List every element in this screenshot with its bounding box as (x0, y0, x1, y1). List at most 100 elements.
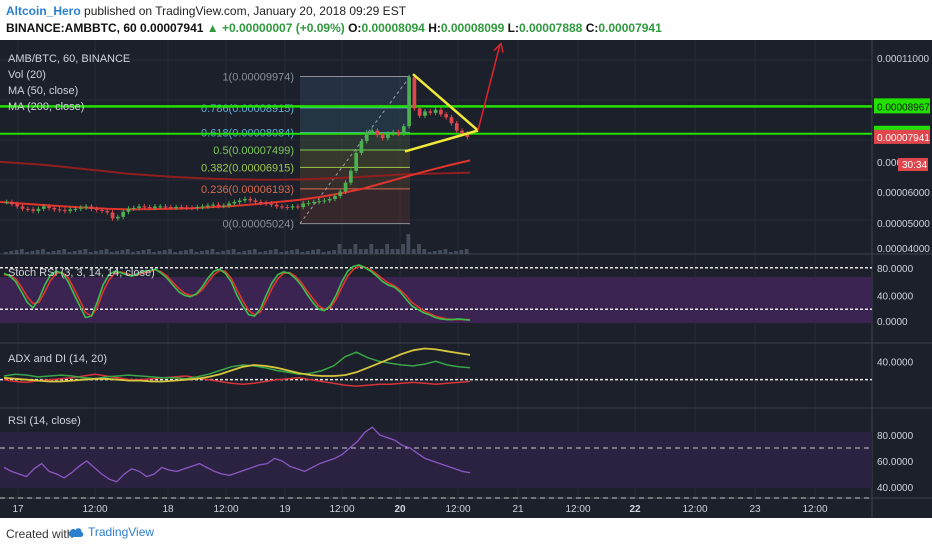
volume-bar (337, 244, 342, 254)
volume-bar (157, 251, 162, 254)
volume-bar (30, 251, 35, 254)
time-axis-label: 17 (12, 504, 24, 515)
candle-body (190, 207, 194, 209)
ohlc-line: BINANCE:AMBBTC, 60 0.00007941 ▲ +0.00000… (6, 21, 662, 35)
volume-bar (19, 249, 24, 254)
adx-lines (0, 347, 872, 387)
volume-bar (321, 252, 326, 254)
candle-body (221, 205, 226, 207)
candle-body (94, 208, 99, 211)
candle-body (142, 206, 147, 208)
candle-body (31, 209, 35, 211)
open-value: 0.00008094 (361, 21, 425, 35)
volume-bar (35, 250, 40, 254)
volume-bar (284, 251, 289, 254)
volume-bar (454, 251, 458, 254)
candle-body (184, 207, 189, 209)
volume-bar (115, 251, 119, 254)
volume-bar (385, 244, 390, 254)
time-axis-label: 20 (394, 504, 406, 515)
fib-zone (300, 107, 410, 133)
volume-bar (41, 249, 45, 254)
triangle-lower-line[interactable] (404, 129, 479, 153)
fib-level-label: 0.5(0.00007499) (213, 145, 294, 157)
price-axis-label: 0.00008967 (877, 102, 930, 113)
volume-bar (237, 252, 241, 254)
volume-bar (184, 250, 188, 254)
fib-level-label: 0.382(0.00006915) (201, 162, 294, 174)
author-link[interactable]: Altcoin_Hero (6, 4, 81, 18)
fib-zone (300, 188, 410, 224)
candle-body (216, 204, 221, 206)
candle-body (407, 77, 411, 127)
candle-body (306, 202, 311, 204)
volume-bar (327, 251, 331, 254)
candle-body (195, 207, 200, 209)
volume-bar (9, 251, 14, 254)
rsi-axis-label: 80.0000 (877, 431, 914, 442)
volume-bar (221, 251, 225, 254)
volume-bar (300, 252, 305, 254)
price-axis-label: 0.00006000 (877, 188, 930, 199)
tradingview-brand[interactable]: TradingView (68, 525, 154, 539)
candle-body (417, 108, 422, 116)
moving-averages (0, 159, 471, 211)
stoch-title: Stoch RSI (3, 3, 14, 14, close) (8, 267, 155, 279)
candle-body (63, 210, 67, 212)
footer: Created with TradingView (0, 518, 932, 550)
volume-bar (56, 250, 61, 254)
chart-svg[interactable]: 1(0.00009974)0.786(0.00008915)0.618(0.00… (0, 40, 932, 518)
candle-body (269, 203, 274, 205)
volume-bar (342, 249, 347, 254)
volume-bar (459, 250, 464, 254)
time-axis-label: 23 (749, 504, 761, 515)
drawings[interactable] (404, 42, 504, 153)
ma50-line (0, 159, 471, 211)
countdown-label: 30:34 (902, 160, 927, 171)
time-axis-label: 22 (629, 504, 641, 515)
adx-line (3, 347, 471, 383)
volume-bar (199, 251, 204, 254)
volume-bar (268, 250, 273, 254)
volume-bar (162, 250, 167, 254)
candle-body (343, 182, 348, 192)
volume-bar (46, 252, 51, 254)
candle-body (396, 132, 401, 134)
candle-body (232, 201, 237, 204)
volume-bar (141, 250, 146, 254)
volume-bar (205, 250, 210, 254)
adx-axis-label: 40.0000 (877, 357, 914, 368)
candle-body (380, 135, 385, 139)
volume-bar (279, 252, 284, 254)
horizontal-levels[interactable] (0, 105, 872, 135)
candle-body (465, 133, 470, 137)
axis-background (872, 40, 932, 518)
chart-area[interactable]: 1(0.00009974) 0.786(0.00008915) 0.618(0.00… (0, 40, 932, 518)
volume-bar (4, 252, 8, 254)
last-price: 0.00007941 (140, 21, 204, 35)
volume-bar (131, 252, 135, 254)
volume-bar (99, 250, 104, 254)
volume-bar (83, 249, 88, 254)
candle-body (460, 130, 464, 134)
candle-body (391, 132, 396, 134)
volume-bar (448, 252, 453, 254)
candle-body (20, 206, 25, 209)
candle-body (296, 206, 300, 208)
candle-body (237, 200, 242, 202)
breakout-arrow[interactable] (477, 44, 501, 131)
volume-bar (78, 250, 82, 254)
di-plus-line (3, 351, 471, 380)
candle-body (52, 207, 57, 210)
arrow-head-icon (493, 42, 504, 53)
volume-bar (358, 249, 363, 254)
candle-body (41, 206, 46, 209)
rsi-axis-label: 60.0000 (877, 457, 914, 468)
volume-bar (231, 249, 236, 254)
volume-bar (136, 251, 141, 254)
ma200-line (0, 160, 471, 181)
candle-body (105, 210, 110, 213)
triangle-upper-line[interactable] (412, 73, 479, 132)
candle-body (264, 202, 268, 204)
fib-trend-line[interactable] (299, 76, 411, 224)
